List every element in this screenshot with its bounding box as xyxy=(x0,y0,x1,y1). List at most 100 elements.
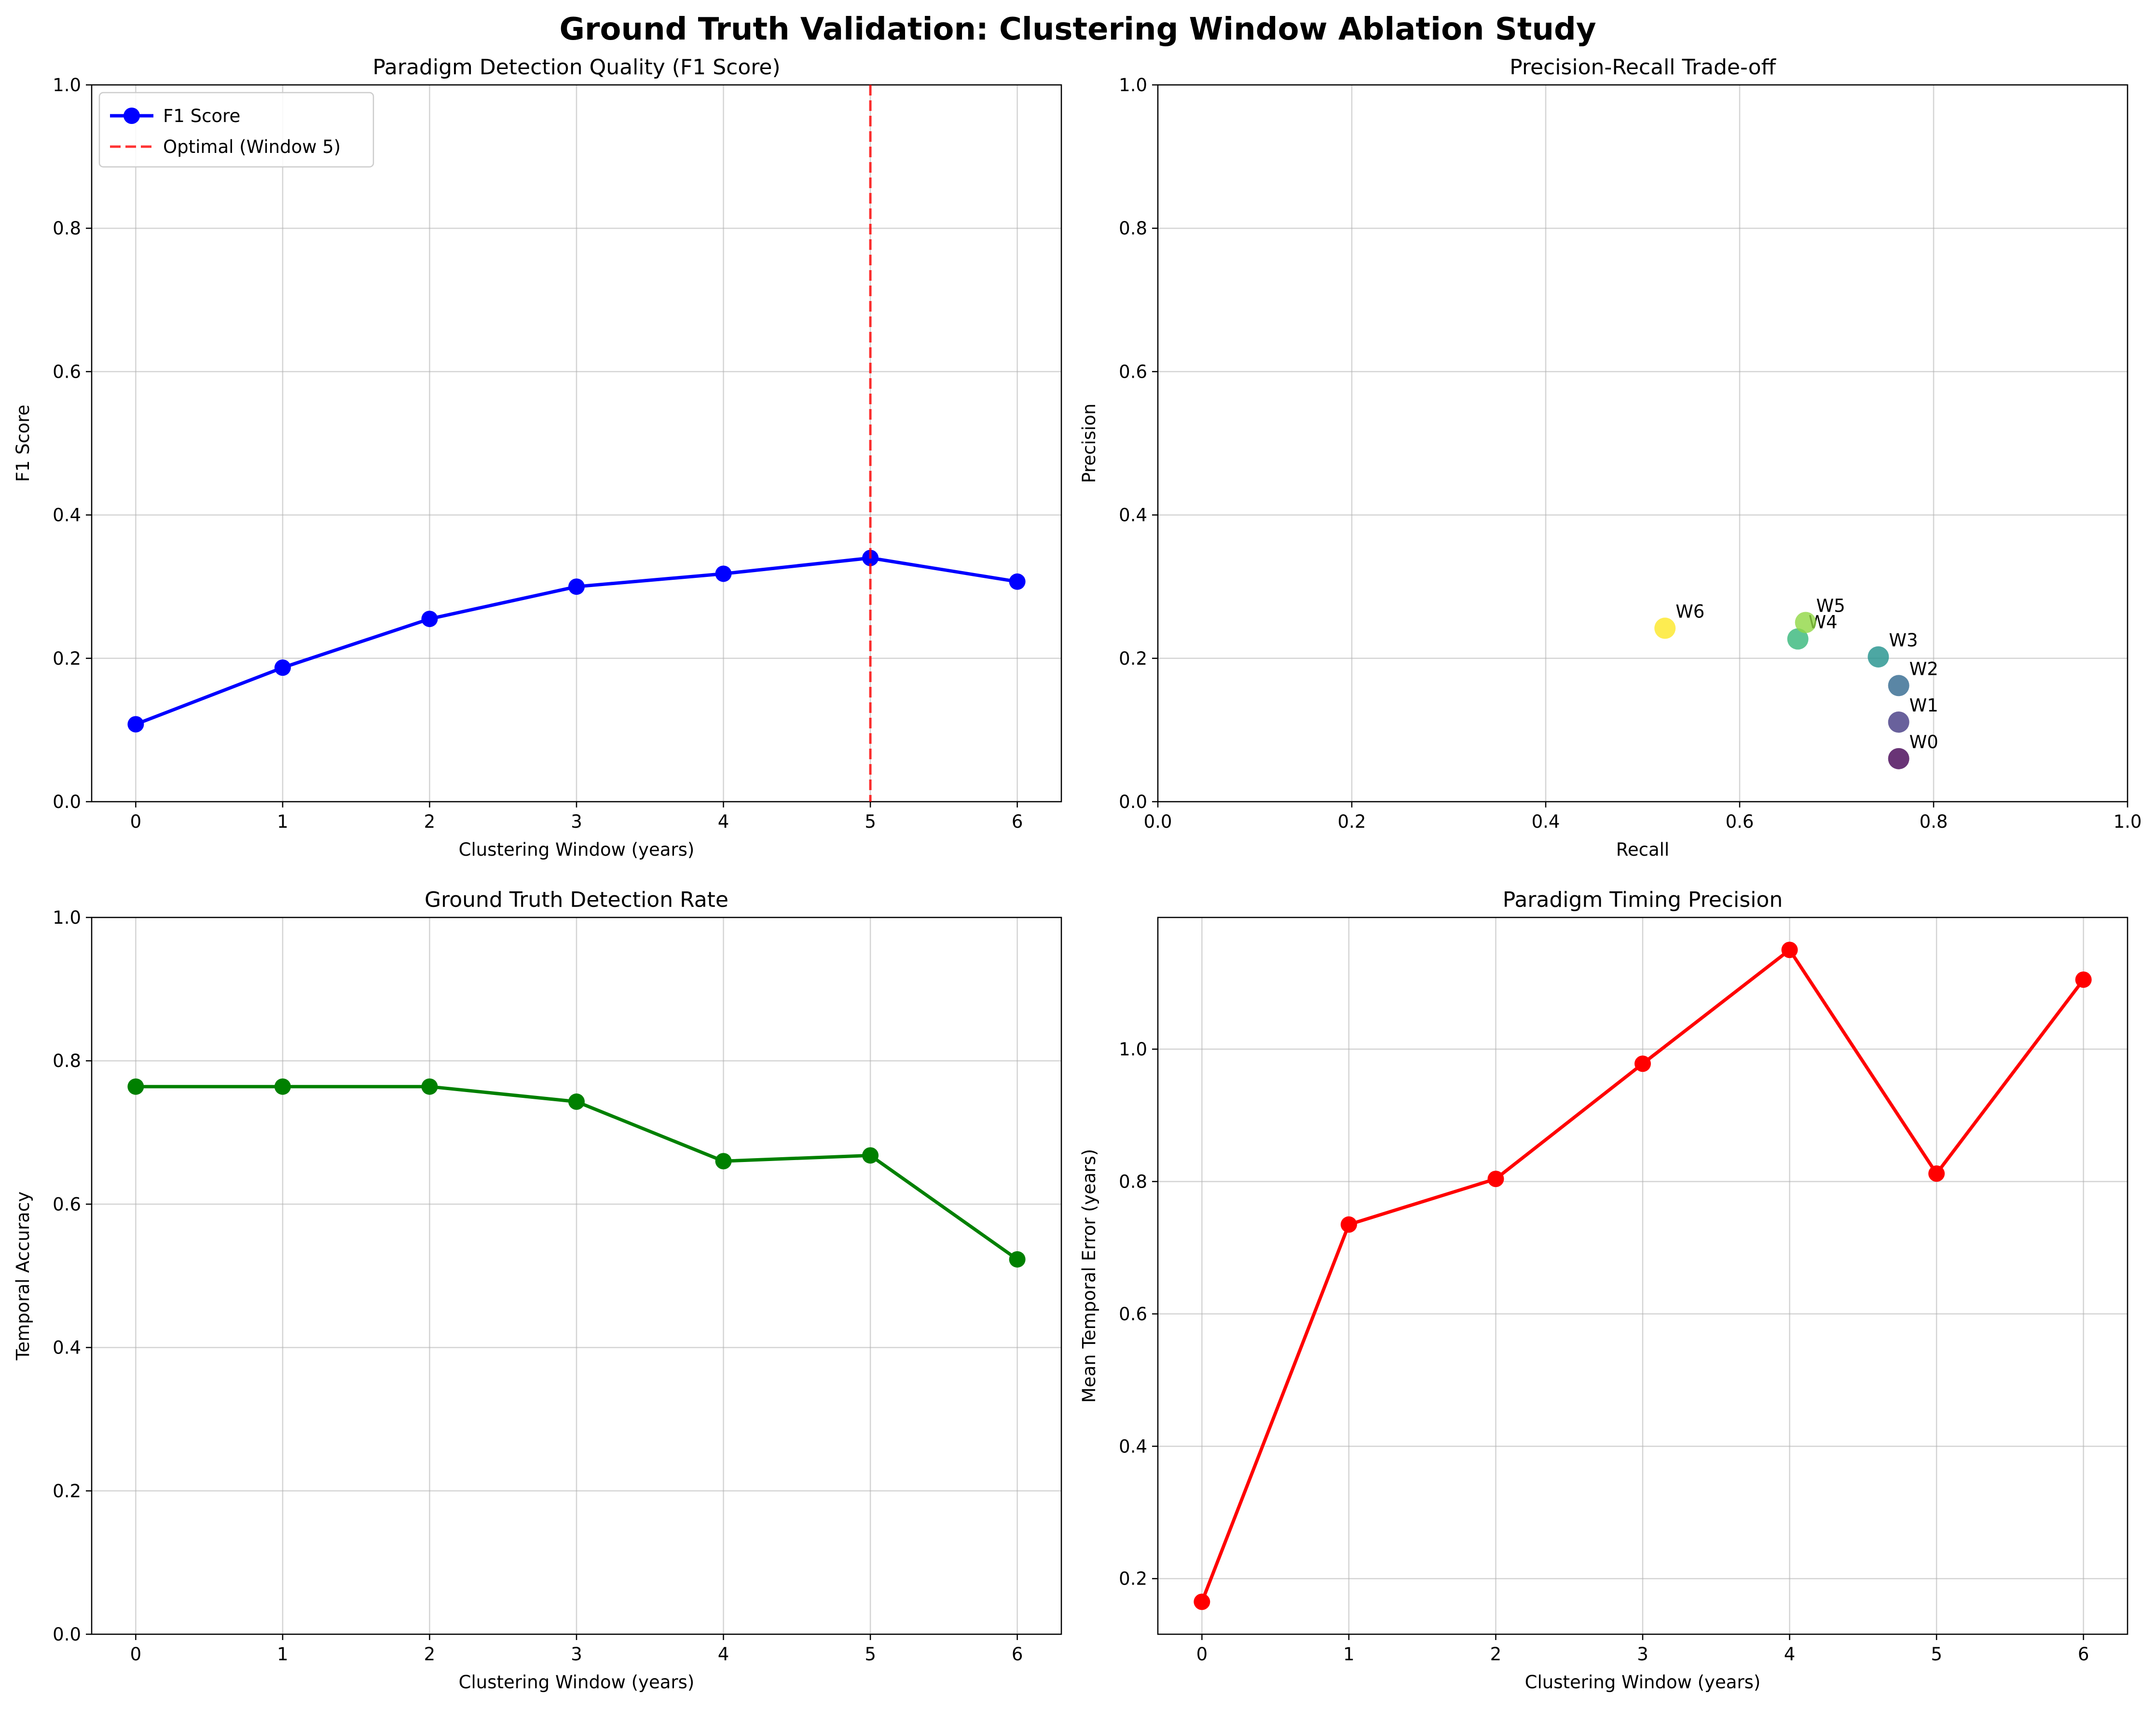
y-tick-label: 0.0 xyxy=(53,792,81,812)
x-tick-label: 3 xyxy=(1637,1644,1648,1665)
x-tick-label: 0.2 xyxy=(1338,811,1366,832)
y-tick-label: 0.4 xyxy=(53,1338,81,1358)
y-tick-label: 0.4 xyxy=(1119,1436,1147,1457)
x-tick-label: 3 xyxy=(571,1644,582,1665)
legend-label-f1: F1 Score xyxy=(163,106,240,126)
data-point xyxy=(715,565,732,582)
data-point xyxy=(2075,971,2092,988)
x-tick-label: 0.0 xyxy=(1144,811,1172,832)
y-tick-label: 1.0 xyxy=(53,75,81,96)
data-point xyxy=(1009,573,1026,590)
scatter-point xyxy=(1654,617,1676,639)
x-axis-label: Recall xyxy=(1616,839,1669,860)
point-label: W5 xyxy=(1816,596,1845,616)
data-point xyxy=(568,1093,585,1110)
data-point xyxy=(1340,1216,1357,1233)
x-tick-label: 2 xyxy=(424,811,436,832)
scatter-point xyxy=(1787,628,1809,650)
chart-title: Paradigm Detection Quality (F1 Score) xyxy=(372,55,780,80)
point-label: W2 xyxy=(1909,658,1938,679)
chart-f1: 0 1 2 3 4 5 6 0.0 0.2 0.4 0.6 0.8 1.0 Clustering Wind… xyxy=(13,55,1062,860)
chart-pr: 0.0 0.2 0.4 0.6 0.8 1.0 0.0 0.2 0.4 0.6 0.8 1.0 Reca… xyxy=(1079,55,2142,860)
y-axis-label: Temporal Accuracy xyxy=(13,1191,33,1361)
data-point xyxy=(1634,1055,1651,1072)
x-axis-label: Clustering Window (years) xyxy=(459,839,695,860)
figure-suptitle: Ground Truth Validation: Clustering Wind… xyxy=(559,12,1596,47)
y-tick-label: 0.6 xyxy=(53,1194,81,1215)
chart-title: Precision-Recall Trade-off xyxy=(1510,55,1777,80)
y-tick-label: 0.0 xyxy=(53,1624,81,1645)
y-axis-label: Precision xyxy=(1079,403,1099,483)
scatter-point xyxy=(1888,711,1909,733)
y-tick-label: 0.6 xyxy=(53,361,81,382)
y-tick-label: 0.4 xyxy=(53,505,81,526)
y-tick-label: 0.2 xyxy=(53,1481,81,1502)
x-tick-label: 2 xyxy=(424,1644,436,1665)
x-tick-label: 0.8 xyxy=(1920,811,1948,832)
data-point xyxy=(862,1147,879,1164)
x-axis-label: Clustering Window (years) xyxy=(1525,1672,1761,1693)
x-tick-label: 2 xyxy=(1490,1644,1502,1665)
legend-marker-f1 xyxy=(124,108,140,124)
x-tick-label: 5 xyxy=(1931,1644,1942,1665)
x-tick-label: 0.6 xyxy=(1726,811,1754,832)
y-tick-label: 0.0 xyxy=(1119,792,1147,812)
chart-title: Ground Truth Detection Rate xyxy=(425,888,728,912)
x-tick-label: 4 xyxy=(1784,1644,1796,1665)
data-point xyxy=(1928,1165,1945,1182)
data-point xyxy=(274,659,291,676)
point-label: W6 xyxy=(1675,601,1704,622)
legend-box xyxy=(98,92,374,168)
data-point xyxy=(1194,1593,1210,1610)
x-tick-label: 3 xyxy=(571,811,582,832)
y-tick-label: 0.6 xyxy=(1119,361,1147,382)
legend: F1 Score Optimal (Window 5) xyxy=(98,92,374,168)
plots-layer: 0 1 2 3 4 5 6 0.0 0.2 0.4 0.6 0.8 1.0 Clustering Wind… xyxy=(13,55,2142,1693)
axes-frame xyxy=(1157,916,2129,1635)
y-tick-label: 0.4 xyxy=(1119,505,1147,526)
point-label: W1 xyxy=(1909,695,1938,716)
y-tick-label: 0.2 xyxy=(1119,648,1147,669)
data-point xyxy=(127,716,144,733)
data-point xyxy=(421,1078,438,1095)
y-tick-label: 0.6 xyxy=(1119,1304,1147,1325)
data-point xyxy=(1781,942,1798,958)
y-tick-label: 0.2 xyxy=(1119,1569,1147,1589)
x-tick-label: 0 xyxy=(130,1644,142,1665)
x-tick-label: 0.4 xyxy=(1532,811,1560,832)
chart-title: Paradigm Timing Precision xyxy=(1503,888,1783,912)
x-tick-label: 1 xyxy=(1343,1644,1355,1665)
x-tick-label: 1 xyxy=(277,811,288,832)
legend-label-optimal: Optimal (Window 5) xyxy=(163,137,341,157)
grid-lines xyxy=(1158,917,2128,1634)
data-point xyxy=(715,1153,732,1170)
point-label: W3 xyxy=(1889,630,1918,651)
chart-detection: 0 1 2 3 4 5 6 0.0 0.2 0.4 0.6 0.8 1.0 Clustering Wind… xyxy=(13,888,1062,1693)
scatter-point xyxy=(1888,675,1909,697)
scatter-point xyxy=(1888,748,1909,769)
scatter-point xyxy=(1868,646,1889,668)
data-point xyxy=(1487,1170,1504,1187)
x-tick-label: 6 xyxy=(2078,1644,2089,1665)
data-point xyxy=(421,611,438,628)
axes-frame xyxy=(1157,84,2129,803)
x-tick-label: 4 xyxy=(718,811,729,832)
y-tick-label: 0.2 xyxy=(53,648,81,669)
data-point xyxy=(274,1078,291,1095)
data-point xyxy=(127,1078,144,1095)
y-tick-label: 0.8 xyxy=(1119,218,1147,239)
y-tick-label: 0.8 xyxy=(53,1051,81,1071)
x-tick-label: 6 xyxy=(1012,811,1023,832)
y-tick-label: 1.0 xyxy=(1119,1039,1147,1060)
x-tick-label: 1.0 xyxy=(2114,811,2142,832)
x-tick-label: 4 xyxy=(718,1644,729,1665)
data-point xyxy=(568,578,585,595)
x-tick-label: 5 xyxy=(865,811,876,832)
y-tick-label: 0.8 xyxy=(53,218,81,239)
y-axis-label: F1 Score xyxy=(13,405,33,482)
x-tick-label: 0 xyxy=(1196,1644,1208,1665)
y-tick-label: 0.8 xyxy=(1119,1171,1147,1192)
axes-frame xyxy=(91,84,1062,803)
x-tick-label: 0 xyxy=(130,811,142,832)
